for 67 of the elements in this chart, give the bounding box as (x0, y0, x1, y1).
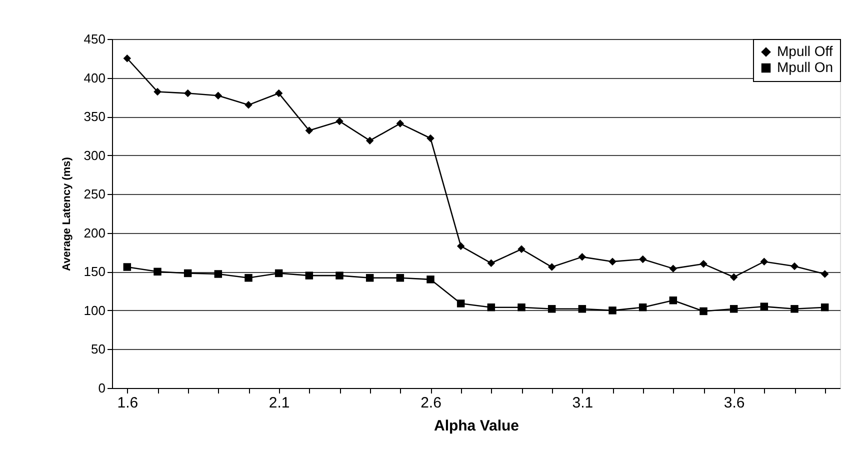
point (305, 272, 314, 280)
point (123, 263, 132, 271)
point (669, 296, 678, 304)
point (336, 272, 344, 280)
y-tick-label: 0 (98, 380, 106, 396)
y-tick-label: 450 (84, 32, 106, 46)
y-tick-label: 50 (91, 342, 106, 357)
point (426, 276, 434, 284)
point (396, 274, 404, 282)
point (820, 270, 829, 278)
point (578, 253, 586, 261)
point (608, 258, 616, 266)
y-tick-label: 300 (84, 148, 106, 163)
point (548, 263, 556, 271)
point (366, 136, 374, 144)
point (608, 306, 616, 314)
x-tick-label: 3.6 (724, 394, 745, 412)
y-tick-label: 100 (84, 302, 106, 318)
point (638, 303, 647, 312)
y-tick-label: 150 (84, 264, 106, 280)
point (366, 274, 374, 282)
point (184, 89, 192, 98)
point (820, 303, 829, 312)
y-tick-label: 250 (84, 186, 106, 202)
point (760, 302, 768, 310)
point (244, 274, 252, 282)
point (336, 117, 344, 126)
legend-label: Mpull Off (777, 43, 833, 59)
y-tick-label: 400 (84, 70, 106, 86)
point (700, 260, 708, 268)
y-axis-title: Average Latency (ms) (60, 156, 73, 271)
point (274, 269, 283, 278)
point (154, 88, 162, 96)
point (578, 305, 586, 313)
point (518, 303, 526, 312)
point (396, 120, 404, 128)
point (487, 303, 496, 312)
x-tick-label: 2.1 (268, 394, 290, 412)
point (426, 134, 434, 142)
point (760, 258, 768, 266)
point (638, 255, 647, 264)
point (456, 300, 465, 308)
point (456, 242, 465, 250)
point (487, 259, 496, 268)
point (518, 245, 526, 254)
legend-label: Mpull On (777, 59, 834, 75)
x-tick-label: 3.1 (572, 394, 594, 412)
point (730, 305, 738, 313)
x-tick-label: 2.6 (420, 394, 442, 412)
point (700, 307, 708, 316)
point (184, 269, 192, 278)
point (669, 264, 678, 272)
point (244, 101, 252, 109)
point (548, 305, 556, 313)
point (123, 54, 132, 62)
y-tick-label: 200 (84, 225, 106, 240)
y-tick-label: 350 (84, 109, 106, 124)
point (274, 89, 283, 98)
point (730, 273, 738, 281)
x-axis-title: Alpha Value (434, 418, 520, 434)
point (790, 262, 798, 270)
point (214, 92, 222, 100)
point (214, 270, 222, 278)
point (305, 126, 314, 134)
point (154, 268, 162, 276)
x-tick-label: 1.6 (117, 394, 138, 412)
point (790, 305, 798, 313)
